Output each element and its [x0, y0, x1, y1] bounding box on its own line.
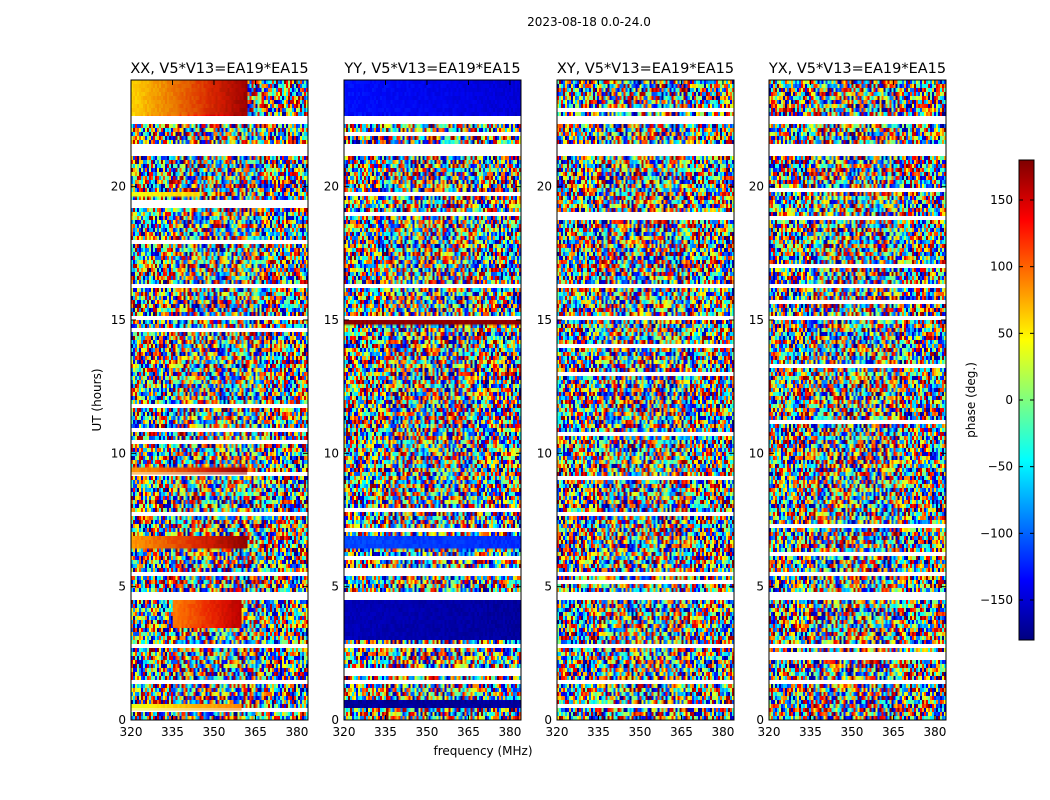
y-tick-label: 5: [756, 580, 764, 594]
coherent-phase-band: [131, 536, 248, 550]
y-tick-label: 10: [537, 446, 552, 460]
x-tick-label: 335: [799, 725, 822, 739]
y-tick-label: 15: [537, 313, 552, 327]
panel-yy: YY, V5*V13=EA19*EA15 320 335 350 365 380 0 5 10 1…: [324, 61, 522, 739]
panel-xy: XY, V5*V13=EA19*EA15 320 335 350 365 380 0 5 10 1…: [537, 61, 735, 739]
y-tick-label: 20: [537, 180, 552, 194]
x-tick-label: 380: [923, 725, 946, 739]
coherent-phase-band: [344, 80, 521, 115]
y-axis-label: UT (hours): [90, 368, 104, 431]
colorbar-tick-label: 0: [1005, 393, 1013, 407]
panel-xx: XX, V5*V13=EA19*EA15 320 335 350 365 380 0 5 10 1…: [111, 61, 309, 739]
y-tick-label: 0: [118, 713, 126, 727]
colorbar-tick-label: 100: [990, 260, 1013, 274]
suptitle: 2023-08-18 0.0-24.0: [527, 15, 651, 29]
y-tick-label: 0: [544, 713, 552, 727]
colorbar-tick-label: −150: [980, 593, 1013, 607]
x-tick-label: 320: [546, 725, 569, 739]
x-tick-label: 350: [841, 725, 864, 739]
x-tick-label: 350: [416, 725, 439, 739]
coherent-phase-band: [131, 466, 248, 475]
phase-raster: [769, 80, 946, 720]
x-tick-label: 320: [333, 725, 356, 739]
y-tick-label: 0: [756, 713, 764, 727]
x-tick-label: 320: [758, 725, 781, 739]
colorbar-label: phase (deg.): [964, 362, 978, 438]
x-tick-label: 335: [161, 725, 184, 739]
panel-title: XY, V5*V13=EA19*EA15: [557, 61, 734, 77]
y-tick-label: 0: [331, 713, 339, 727]
coherent-phase-band: [344, 320, 521, 326]
colorbar: 150 100 50 0 −50 −100 −150 phase (deg.): [964, 159, 1035, 641]
coherent-phase-band: [131, 704, 242, 711]
y-tick-label: 20: [111, 180, 126, 194]
coherent-phase-band: [172, 600, 242, 627]
x-tick-label: 380: [285, 725, 308, 739]
x-tick-label: 365: [457, 725, 480, 739]
coherent-phase-band: [344, 701, 521, 707]
panel-frame: [130, 79, 309, 721]
x-tick-label: 335: [587, 725, 610, 739]
panel-frame: [556, 79, 735, 721]
y-tick-label: 20: [749, 180, 764, 194]
y-tick-label: 15: [749, 313, 764, 327]
coherent-phase-band: [131, 192, 201, 198]
coherent-phase-band: [344, 600, 521, 640]
y-tick-label: 10: [111, 446, 126, 460]
coherent-phase-band: [131, 80, 248, 115]
x-tick-label: 365: [244, 725, 267, 739]
panel-frame: [768, 79, 947, 721]
colorbar-tick-label: 150: [990, 193, 1013, 207]
panel-title: XX, V5*V13=EA19*EA15: [130, 61, 308, 77]
colorbar-ticks: 150 100 50 0 −50 −100 −150: [980, 193, 1034, 607]
y-tick-label: 10: [324, 446, 339, 460]
coherent-phase-band: [344, 536, 521, 550]
x-tick-label: 320: [120, 725, 143, 739]
x-tick-label: 380: [498, 725, 521, 739]
x-tick-label: 335: [374, 725, 397, 739]
colorbar-tick-label: −100: [980, 526, 1013, 540]
panel-title: YX, V5*V13=EA19*EA15: [768, 61, 946, 77]
y-tick-label: 10: [749, 446, 764, 460]
x-tick-label: 350: [629, 725, 652, 739]
y-tick-label: 20: [324, 180, 339, 194]
colorbar-tick-label: −50: [988, 460, 1013, 474]
y-tick-label: 15: [111, 313, 126, 327]
y-tick-label: 5: [544, 580, 552, 594]
panel-title: YY, V5*V13=EA19*EA15: [343, 61, 520, 77]
x-tick-label: 380: [711, 725, 734, 739]
panels: XX, V5*V13=EA19*EA15 320 335 350 365 380 0 5 10 1…: [111, 61, 947, 739]
x-tick-label: 365: [882, 725, 905, 739]
y-tick-label: 15: [324, 313, 339, 327]
y-tick-label: 5: [331, 580, 339, 594]
y-tick-label: 5: [118, 580, 126, 594]
phase-raster: [557, 80, 734, 720]
panel-yx: YX, V5*V13=EA19*EA15 320 335 350 365 380 0 5 10 1…: [749, 61, 947, 739]
x-tick-label: 365: [670, 725, 693, 739]
panel-frame: [343, 79, 522, 721]
colorbar-tick-label: 50: [998, 326, 1013, 340]
x-axis-label: frequency (MHz): [433, 744, 532, 758]
x-tick-label: 350: [203, 725, 226, 739]
